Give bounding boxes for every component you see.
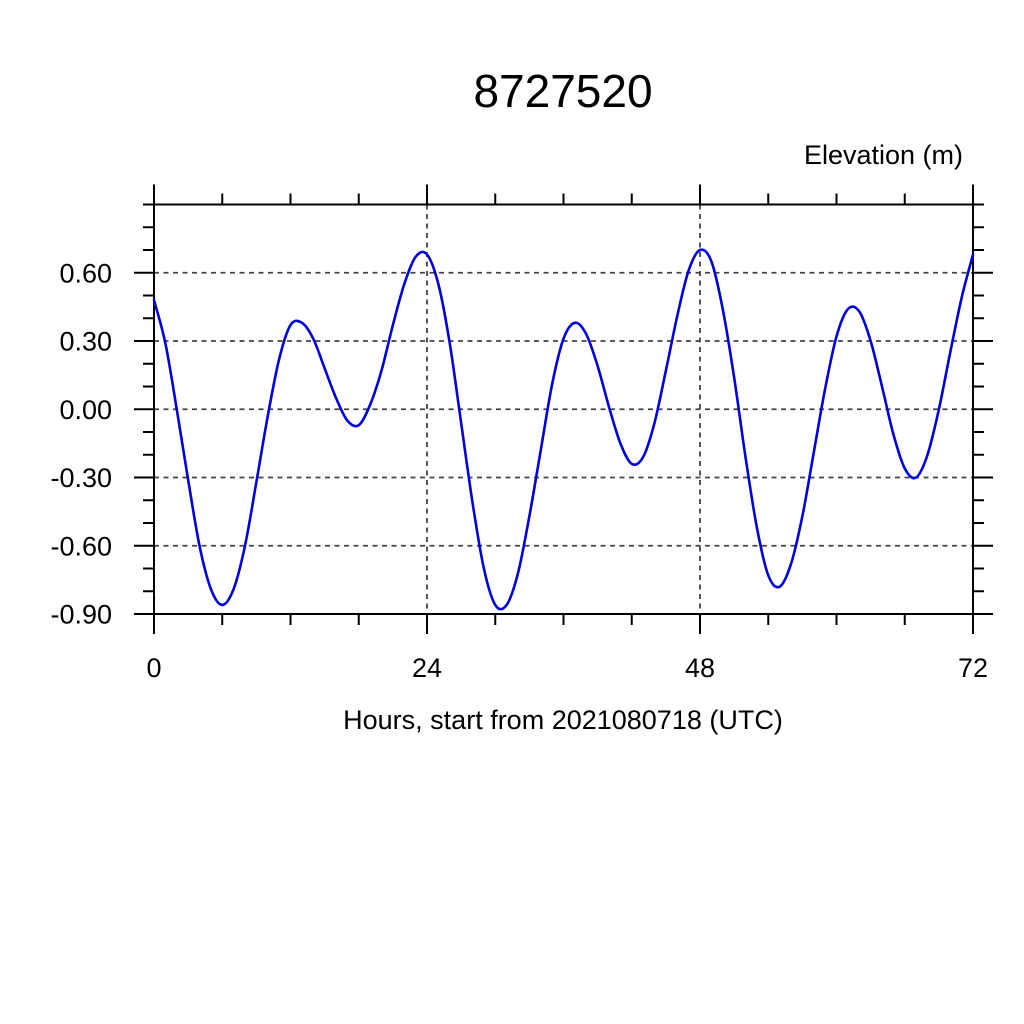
- x-axis-title: Hours, start from 2021080718 (UTC): [343, 705, 783, 735]
- tick-labels: 0 24 48 72 0.60 0.30 0.00 -0.30 -0.60 -0.90: [50, 258, 988, 683]
- elevation-curve: [152, 248, 975, 611]
- y-tick-label: 0.60: [59, 258, 112, 288]
- x-tick-label: 24: [412, 653, 442, 683]
- elevation-series: [152, 248, 975, 611]
- x-tick-label: 72: [958, 653, 988, 683]
- y-tick-label: -0.90: [50, 600, 112, 630]
- y-tick-label: -0.30: [50, 463, 112, 493]
- y-tick-label: 0.30: [59, 327, 112, 357]
- y-axis-title: Elevation (m): [804, 140, 963, 170]
- y-tick-label: 0.00: [59, 395, 112, 425]
- axis-ticks: [134, 184, 993, 634]
- x-tick-label: 0: [146, 653, 161, 683]
- x-tick-label: 48: [685, 653, 715, 683]
- chart-title: 8727520: [473, 65, 652, 117]
- gridlines: [154, 204, 973, 615]
- y-tick-label: -0.60: [50, 531, 112, 561]
